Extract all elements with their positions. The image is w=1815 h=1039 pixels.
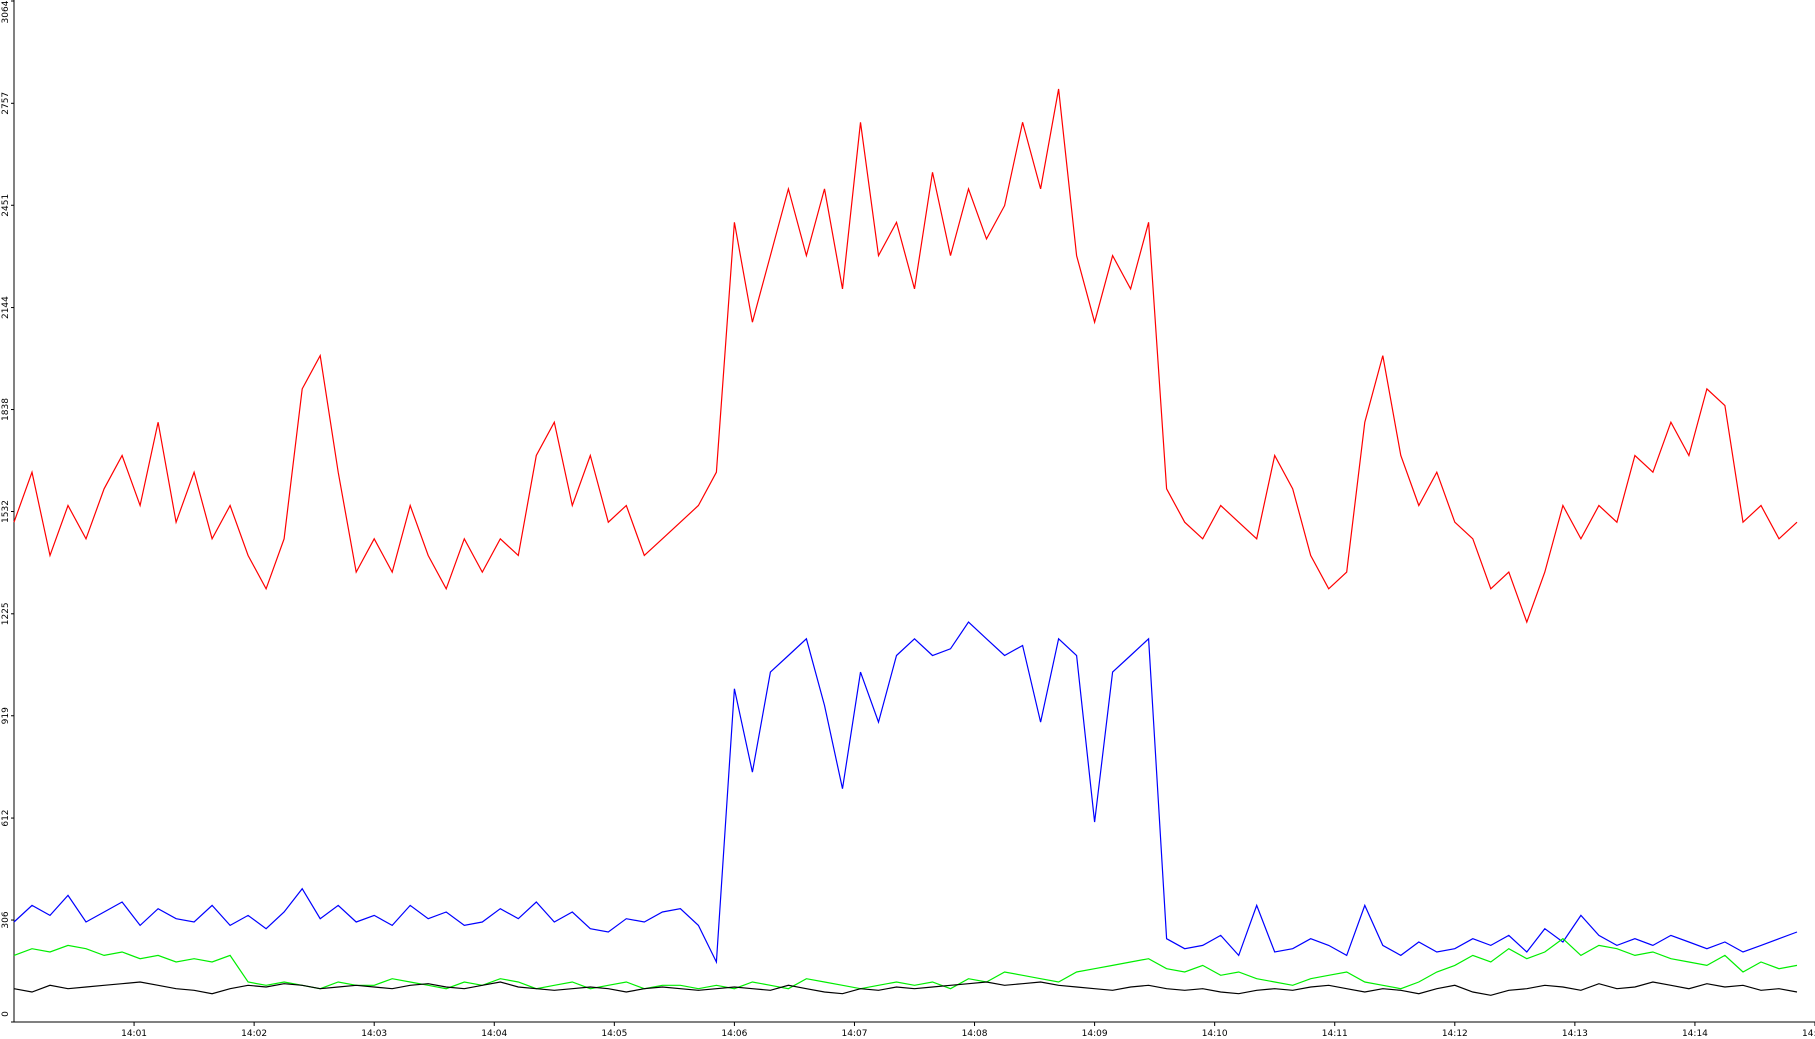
x-tick-label: 14:05 <box>601 1029 627 1039</box>
x-tick-label: 14:07 <box>841 1029 867 1039</box>
x-tick-label: 14:10 <box>1202 1029 1228 1039</box>
series-line <box>13 981 1798 996</box>
y-tick-label: 1532 <box>1 500 11 523</box>
x-tick-label: 14:08 <box>962 1029 988 1039</box>
y-tick-label: 306 <box>1 911 11 928</box>
x-tick-label: 14:04 <box>481 1029 507 1039</box>
x-tick-label: 14:01 <box>121 1029 147 1039</box>
series-line <box>13 88 1798 624</box>
y-tick-label: 919 <box>1 707 11 724</box>
x-tick-label: 14:02 <box>241 1029 267 1039</box>
y-tick-label: 0 <box>1 1011 11 1017</box>
y-tick-label: 2144 <box>1 296 11 319</box>
x-tick-label: 14:03 <box>361 1029 387 1039</box>
x-tick-label: 14:09 <box>1082 1029 1108 1039</box>
series-line <box>13 621 1798 965</box>
x-tick-label: 14:11 <box>1322 1029 1348 1039</box>
x-tick-label: 14:14 <box>1682 1029 1708 1039</box>
x-tick-label: 14:06 <box>721 1029 747 1039</box>
y-tick-label: 1838 <box>1 398 11 421</box>
x-tick-label: 14:12 <box>1442 1029 1468 1039</box>
y-tick-label: 3064 <box>1 0 11 23</box>
y-tick-label: 1225 <box>1 602 11 625</box>
y-tick-label: 2757 <box>1 92 11 115</box>
y-tick-label: 612 <box>1 809 11 826</box>
x-tick-label: 14:15 <box>1802 1029 1815 1039</box>
y-tick-label: 2451 <box>1 194 11 217</box>
x-tick-label: 14:13 <box>1562 1029 1588 1039</box>
